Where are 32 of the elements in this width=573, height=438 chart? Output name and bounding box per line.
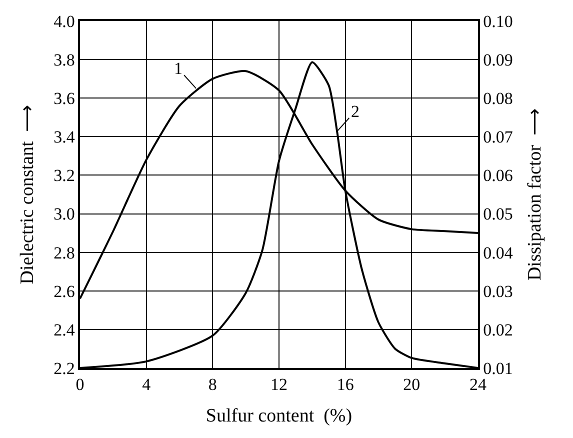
y2-axis-title: Dissipation factor ⟶ <box>524 108 546 281</box>
y-tick-label: 3.6 <box>54 89 75 108</box>
y-tick-label: 2.6 <box>54 282 75 301</box>
x-tick-label: 0 <box>76 375 84 394</box>
y-tick-label: 3.8 <box>54 50 75 70</box>
y-tick-label: 2.4 <box>54 320 76 340</box>
y2-tick-label: 0.08 <box>483 89 513 108</box>
x-tick-label: 8 <box>208 375 217 394</box>
y-tick-label: 3.4 <box>54 128 76 147</box>
y2-tick-label: 0.03 <box>483 282 513 301</box>
y-tick-label: 3.2 <box>54 166 75 186</box>
x-tick-label: 24 <box>470 375 487 394</box>
y-axis-title: Dielectric constant ⟶ <box>16 104 38 284</box>
y2-tick-label: 0.10 <box>483 12 513 31</box>
y2-tick-label: 0.04 <box>483 243 514 262</box>
y-tick-label: 2.8 <box>54 243 75 262</box>
y-tick-label: 4.0 <box>54 12 75 31</box>
y-tick-label: 2.2 <box>54 358 75 378</box>
annotation: 1 <box>174 59 182 78</box>
x-tick-label: 16 <box>336 375 354 394</box>
annotation: 2 <box>351 102 360 121</box>
y2-tick-label: 0.06 <box>483 166 513 186</box>
y2-tick-label: 0.09 <box>483 50 513 70</box>
x-tick-label: 12 <box>270 375 288 394</box>
x-tick-label: 20 <box>403 375 420 394</box>
x-axis-title: Sulfur content (%) <box>206 405 352 426</box>
y2-tick-label: 0.02 <box>483 320 513 340</box>
y-tick-label: 3.0 <box>54 204 75 224</box>
y2-tick-label: 0.01 <box>483 358 513 378</box>
y2-tick-label: 0.05 <box>483 204 513 224</box>
x-tick-label: 4 <box>142 375 152 394</box>
y2-tick-label: 0.07 <box>483 128 514 147</box>
